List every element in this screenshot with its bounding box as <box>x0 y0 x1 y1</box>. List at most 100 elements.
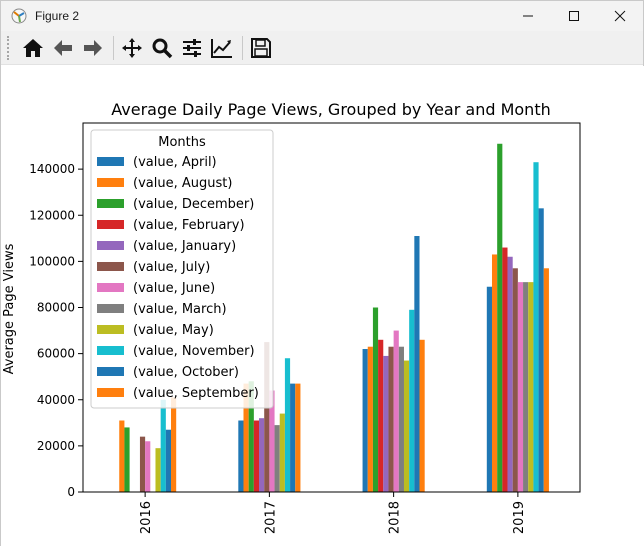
legend-box <box>90 129 274 409</box>
save-icon <box>251 37 271 58</box>
legend-swatch <box>97 157 124 166</box>
x-tick-label: 2017 <box>263 501 278 534</box>
pan-icon <box>122 37 142 58</box>
window-title: Figure 2 <box>35 9 80 23</box>
navigation-toolbar <box>1 31 643 65</box>
legend-swatch <box>97 178 124 187</box>
bar <box>253 420 260 492</box>
bar <box>362 349 368 492</box>
toolbar-separator <box>242 35 243 60</box>
bar <box>367 346 373 492</box>
legend-entry: (value, November) <box>133 344 255 359</box>
home-icon <box>23 38 43 57</box>
bar <box>512 268 518 492</box>
legend-swatch <box>97 325 124 334</box>
bar <box>372 307 379 492</box>
y-tick-label: 140000 <box>29 162 75 176</box>
bar <box>165 429 172 492</box>
edit-axis-icon <box>211 38 232 58</box>
matplotlib-app-icon <box>11 8 27 24</box>
bar <box>419 339 425 492</box>
y-tick-label: 40000 <box>37 393 75 407</box>
configure-subplots-button[interactable] <box>178 34 206 62</box>
bar <box>264 342 270 492</box>
minimize-button[interactable] <box>505 1 551 31</box>
bar <box>145 441 151 492</box>
back-button[interactable] <box>49 34 77 62</box>
y-axis-label: Average Page Views <box>2 243 17 374</box>
legend-swatch <box>97 220 124 229</box>
toolbar-separator <box>113 35 114 60</box>
bar <box>533 162 539 492</box>
legend-swatch <box>97 262 124 271</box>
legend-swatch <box>97 199 124 208</box>
bar <box>486 286 492 492</box>
edit-axis-button[interactable] <box>208 34 236 62</box>
bar <box>491 254 498 492</box>
y-tick-label: 80000 <box>37 301 75 315</box>
forward-icon <box>84 39 102 56</box>
bar <box>124 427 130 492</box>
bar <box>238 420 244 492</box>
legend-entry: (value, July) <box>133 260 210 275</box>
bar <box>119 420 125 492</box>
x-tick-label: 2019 <box>512 501 527 534</box>
toolbar-grip[interactable] <box>7 35 13 60</box>
legend-swatch <box>97 241 124 250</box>
bar <box>388 346 394 492</box>
zoom-icon <box>152 38 173 58</box>
home-button[interactable] <box>19 34 47 62</box>
bar <box>248 381 254 492</box>
bar <box>517 282 524 492</box>
figure-canvas[interactable]: Average Daily Page Views, Grouped by Yea… <box>1 66 644 547</box>
x-tick-label: 2016 <box>139 501 154 534</box>
bar <box>160 399 166 492</box>
legend-entry: (value, June) <box>133 281 215 296</box>
pan-button[interactable] <box>118 34 146 62</box>
x-tick-label: 2018 <box>388 501 403 534</box>
bar <box>284 358 291 492</box>
legend-entry: (value, August) <box>133 176 232 191</box>
close-button[interactable] <box>597 1 643 31</box>
legend-entry: (value, September) <box>133 386 259 401</box>
legend-entry: (value, January) <box>133 239 236 254</box>
bar <box>538 208 544 492</box>
bar <box>528 282 534 492</box>
legend-swatch <box>97 283 124 292</box>
y-tick-label: 120000 <box>29 208 75 222</box>
maximize-icon <box>569 11 579 21</box>
title-bar: Figure 2 <box>1 1 643 31</box>
configure-subplots-icon <box>183 38 201 57</box>
legend-entry: (value, December) <box>133 197 254 212</box>
bar <box>295 383 301 492</box>
legend-entry: (value, October) <box>133 365 239 380</box>
bar <box>269 390 275 492</box>
bar <box>279 413 285 492</box>
bar <box>523 282 529 492</box>
legend-swatch <box>97 367 124 376</box>
bar <box>155 448 161 492</box>
legend-entry: (value, March) <box>133 302 227 317</box>
y-tick-label: 100000 <box>29 254 75 268</box>
bar <box>378 339 384 492</box>
legend-title: Months <box>158 135 206 150</box>
bar <box>409 309 415 492</box>
legend-swatch <box>97 346 124 355</box>
forward-button[interactable] <box>79 34 107 62</box>
bar <box>393 330 399 492</box>
legend-entry: (value, April) <box>133 155 217 170</box>
save-button[interactable] <box>247 34 275 62</box>
chart-title: Average Daily Page Views, Grouped by Yea… <box>111 100 550 119</box>
bar <box>497 143 503 492</box>
zoom-button[interactable] <box>148 34 176 62</box>
legend-swatch <box>97 304 124 313</box>
bar <box>171 397 177 492</box>
back-icon <box>54 39 72 56</box>
maximize-button[interactable] <box>551 1 597 31</box>
bar <box>139 436 146 492</box>
y-tick-label: 60000 <box>37 347 75 361</box>
bar <box>259 418 265 492</box>
legend-entry: (value, May) <box>133 323 214 338</box>
bar <box>290 383 296 492</box>
